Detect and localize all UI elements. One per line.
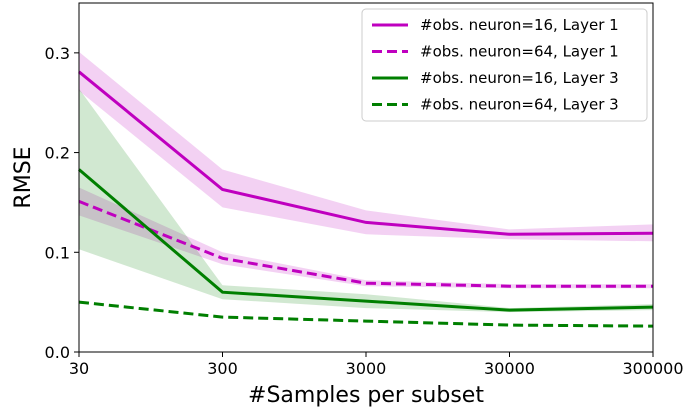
y-axis-label: RMSE — [11, 146, 36, 208]
y-tick-label: 0.3 — [45, 44, 70, 63]
x-tick-label: 300 — [207, 359, 238, 378]
x-axis-label: #Samples per subset — [248, 383, 484, 408]
legend: #obs. neuron=16, Layer 1 #obs. neuron=64,… — [361, 8, 648, 122]
legend-entry-label: #obs. neuron=16, Layer 1 — [420, 16, 619, 34]
legend-box — [361, 8, 648, 122]
confidence-band-1 — [79, 51, 653, 242]
series-line-2 — [78, 200, 653, 288]
y-tick-label: 0.1 — [45, 243, 70, 262]
x-tick-label: 3000 — [346, 359, 387, 378]
series-line-3 — [78, 168, 654, 312]
series-line-1 — [78, 70, 654, 236]
x-axis-ticks: 30 300 3000 30000 300000 — [69, 352, 684, 378]
series-lines — [78, 70, 654, 328]
confidence-bands — [79, 51, 653, 327]
confidence-band-3 — [79, 88, 653, 313]
x-tick-label: 300000 — [622, 359, 683, 378]
y-axis-ticks: 0.0 0.1 0.2 0.3 — [45, 44, 79, 362]
legend-entry-label: #obs. neuron=64, Layer 1 — [420, 43, 619, 61]
x-tick-label: 30 — [69, 359, 89, 378]
confidence-band-2 — [79, 187, 653, 289]
y-tick-label: 0.0 — [45, 343, 70, 362]
confidence-band-4 — [79, 302, 653, 327]
y-tick-label: 0.2 — [45, 144, 70, 163]
x-tick-label: 30000 — [484, 359, 535, 378]
legend-entry-label: #obs. neuron=64, Layer 3 — [420, 96, 619, 114]
series-line-4 — [78, 300, 654, 328]
legend-entry-label: #obs. neuron=16, Layer 3 — [420, 69, 619, 87]
